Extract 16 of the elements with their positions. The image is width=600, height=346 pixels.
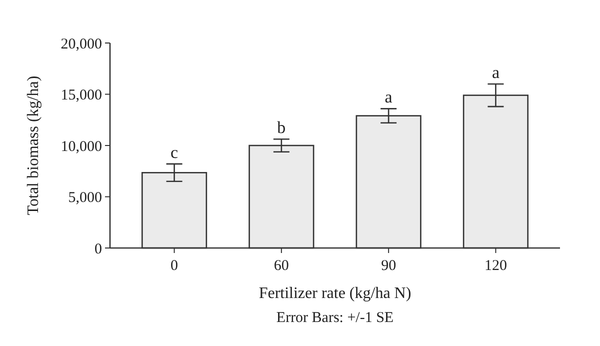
y-axis-title: Total biomass (kg/ha) bbox=[25, 76, 42, 216]
x-tick-label: 0 bbox=[170, 258, 178, 274]
x-tick-label: 60 bbox=[274, 258, 289, 274]
y-tick-label: 10,000 bbox=[60, 138, 102, 155]
annotation: a bbox=[492, 63, 500, 82]
annotation: c bbox=[170, 142, 179, 162]
y-tick-label: 0 bbox=[94, 241, 102, 258]
annotation: b bbox=[277, 118, 286, 138]
annotation: a bbox=[384, 88, 393, 107]
x-tick-label: 120 bbox=[484, 258, 507, 274]
x-tick-label: 90 bbox=[381, 258, 396, 274]
x-axis-title: Fertilizer rate (kg/ha N) bbox=[258, 285, 412, 302]
text: Error Bars: +/-1 SE bbox=[276, 310, 394, 326]
y-tick-label: 5,000 bbox=[68, 190, 102, 206]
y-tick-label: 15,000 bbox=[60, 88, 102, 104]
y-tick-label: 20,000 bbox=[60, 36, 102, 52]
